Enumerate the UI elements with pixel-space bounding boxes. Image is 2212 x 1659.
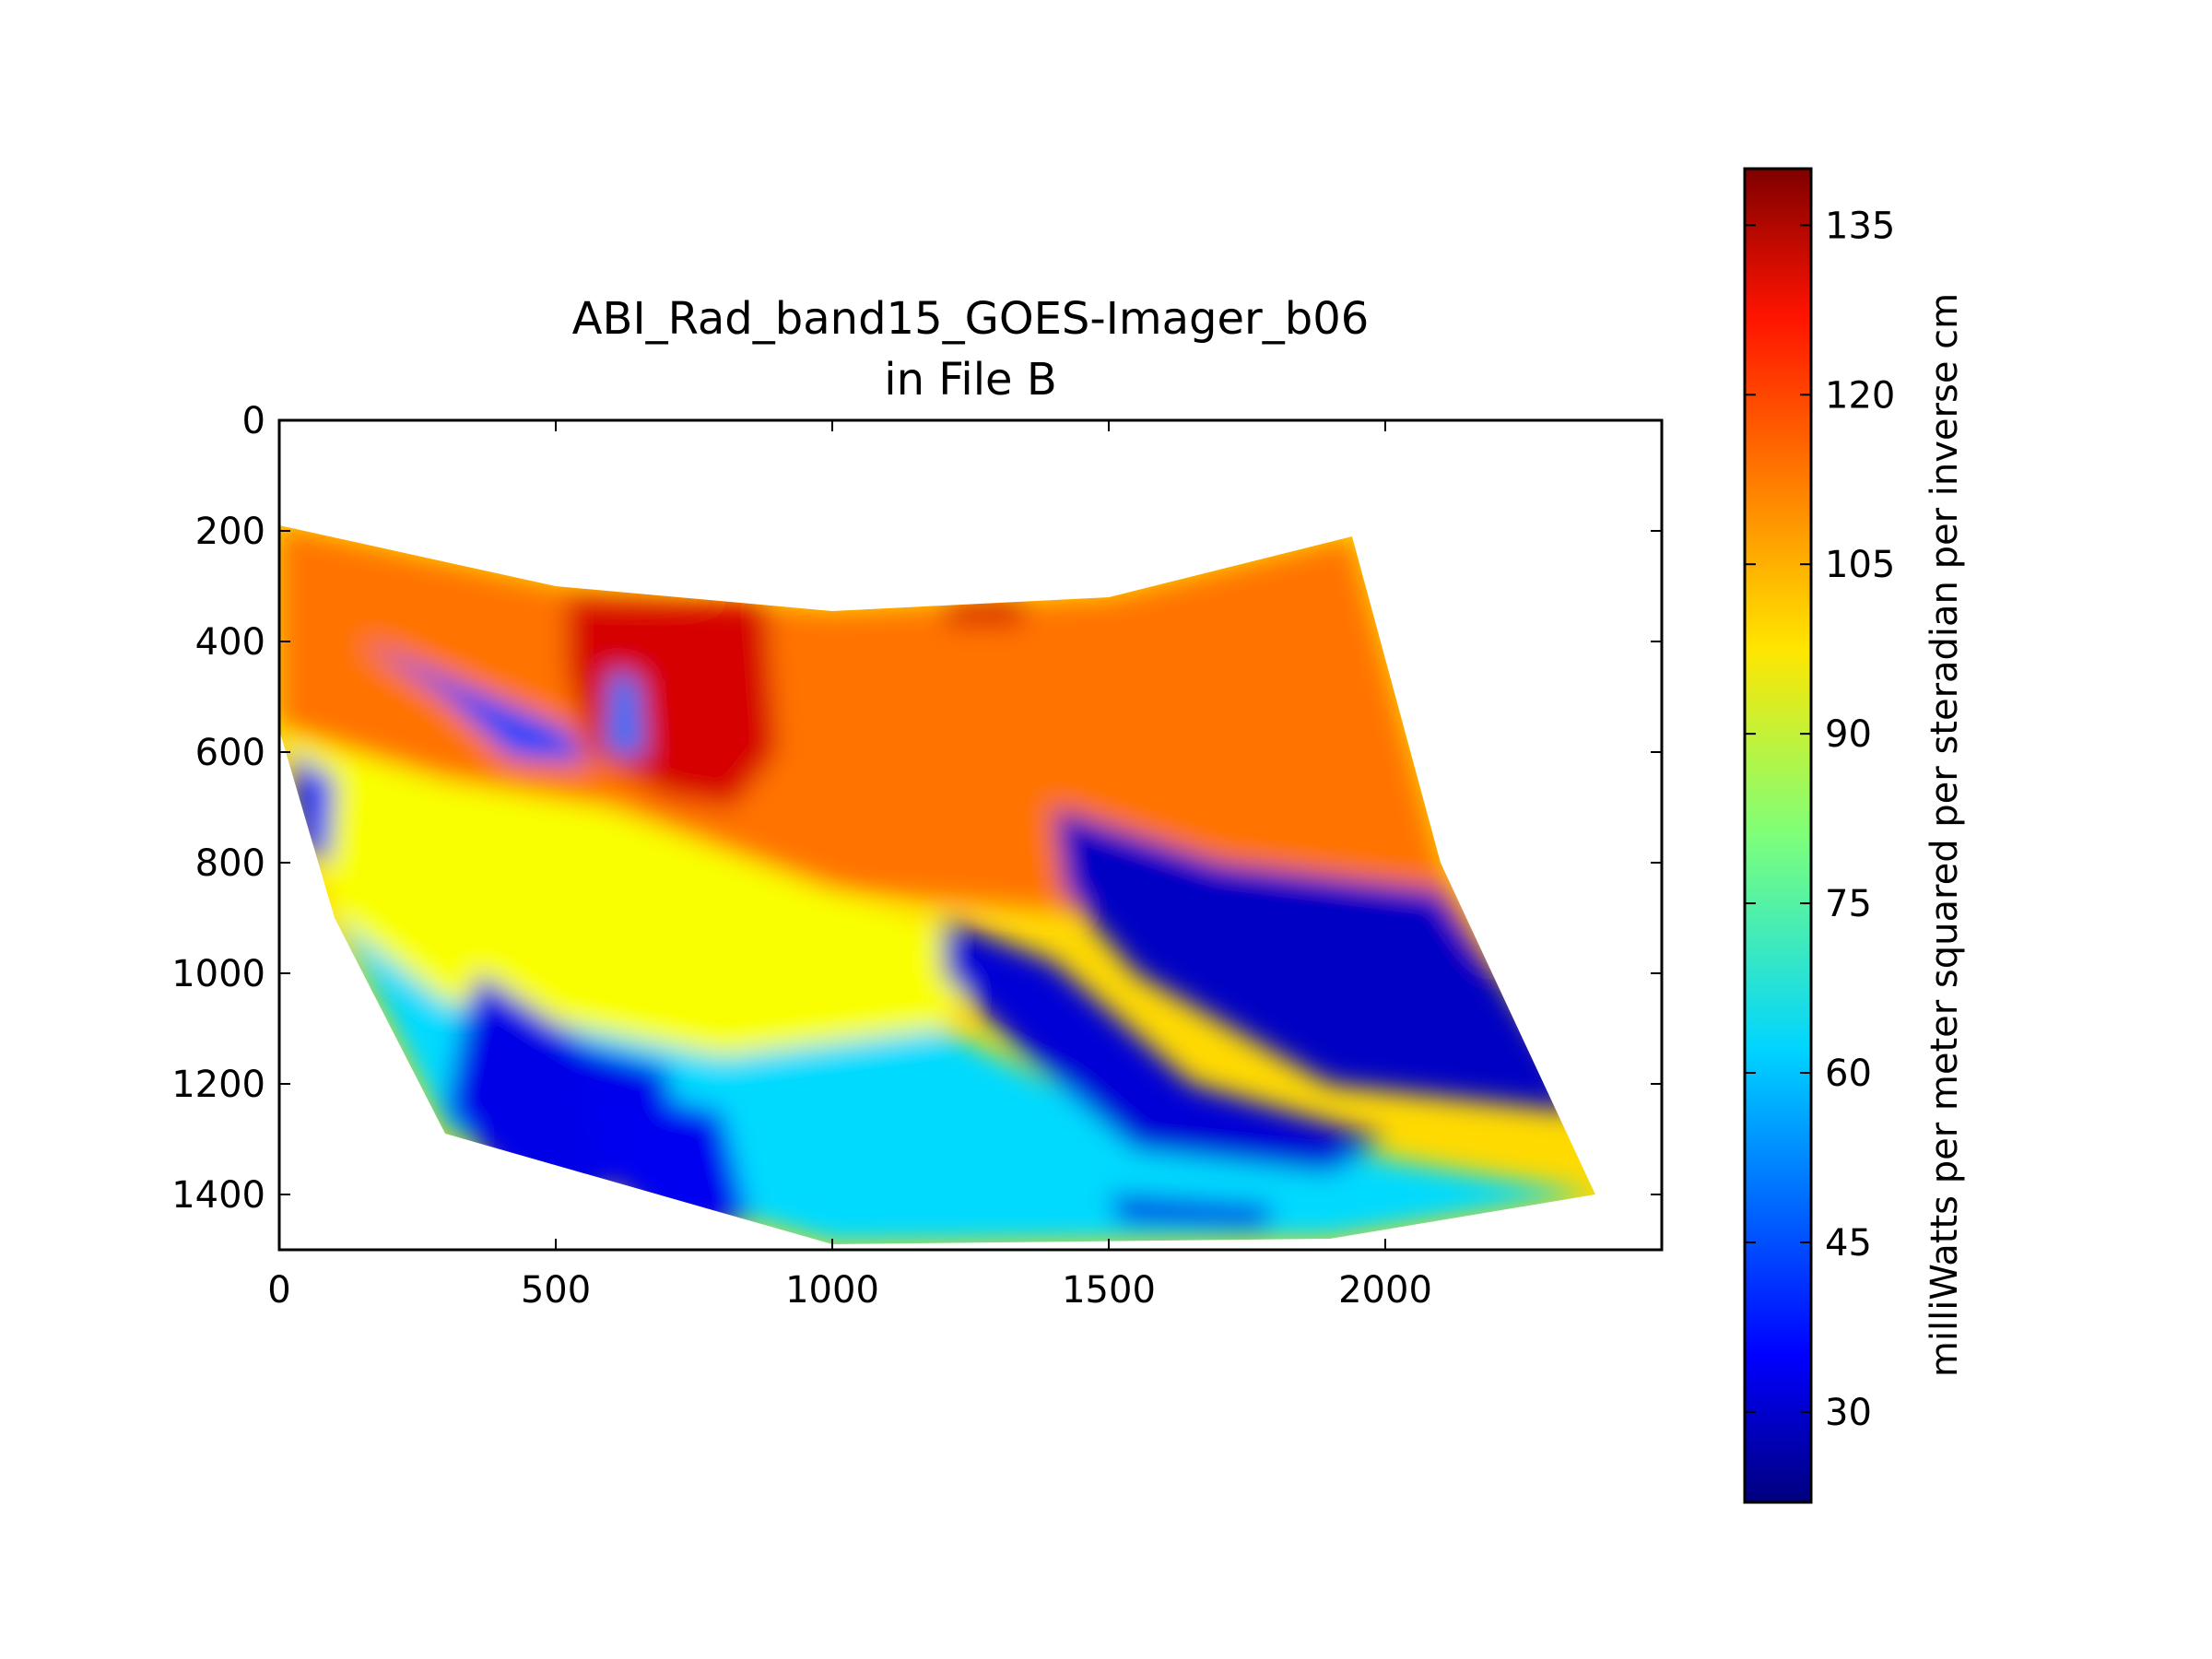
x-tick-label: 0 bbox=[267, 1269, 290, 1312]
heatmap-region-3 bbox=[279, 730, 998, 1056]
heatmap-data-layer bbox=[279, 525, 1595, 1244]
chart-subtitle: in File B bbox=[884, 354, 1057, 406]
colorbar-tick-label: 120 bbox=[1825, 374, 1895, 417]
y-tick-label: 0 bbox=[242, 400, 265, 442]
colorbar bbox=[1743, 167, 1813, 1504]
x-tick-label: 1000 bbox=[785, 1269, 879, 1312]
y-axis: 0 200 400 600 800 1000 1200 1400 bbox=[171, 400, 1662, 1217]
plot-frame bbox=[277, 418, 1664, 1252]
x-tick-label: 2000 bbox=[1338, 1269, 1432, 1312]
colorbar-axis: 30 45 60 75 90 105 120 135 bbox=[1745, 205, 1895, 1434]
colorbar-tick-label: 30 bbox=[1825, 1392, 1872, 1434]
heatmap-region-5 bbox=[1053, 807, 1579, 1112]
colorbar-tick-label: 90 bbox=[1825, 713, 1872, 756]
y-tick-label: 400 bbox=[195, 621, 265, 664]
chart-title: ABI_Rad_band15_GOES-Imager_b06 bbox=[572, 293, 1370, 345]
x-tick-label: 500 bbox=[521, 1269, 591, 1312]
y-tick-label: 1000 bbox=[171, 953, 265, 995]
colorbar-tick-label: 105 bbox=[1825, 544, 1895, 586]
colorbar-tick-label: 75 bbox=[1825, 883, 1872, 925]
heatmap-region-1 bbox=[567, 597, 777, 807]
x-tick-label: 1500 bbox=[1062, 1269, 1156, 1312]
colorbar-tick-label: 135 bbox=[1825, 205, 1895, 247]
y-tick-label: 800 bbox=[195, 842, 265, 885]
heatmap-region-11 bbox=[362, 641, 589, 763]
heatmap-region-7 bbox=[1109, 1194, 1275, 1228]
heatmap-region-6 bbox=[943, 918, 1385, 1172]
y-tick-label: 1400 bbox=[171, 1174, 265, 1217]
heatmap-region-2 bbox=[943, 600, 1026, 625]
y-tick-label: 1200 bbox=[171, 1064, 265, 1106]
colorbar-label: milliWatts per meter squared per steradi… bbox=[1924, 293, 1966, 1377]
colorbar-tick-label: 60 bbox=[1825, 1053, 1872, 1095]
y-tick-label: 600 bbox=[195, 732, 265, 774]
colorbar-tick-label: 45 bbox=[1825, 1222, 1872, 1265]
heatmap-region-12 bbox=[606, 669, 644, 758]
y-tick-label: 200 bbox=[195, 511, 265, 553]
